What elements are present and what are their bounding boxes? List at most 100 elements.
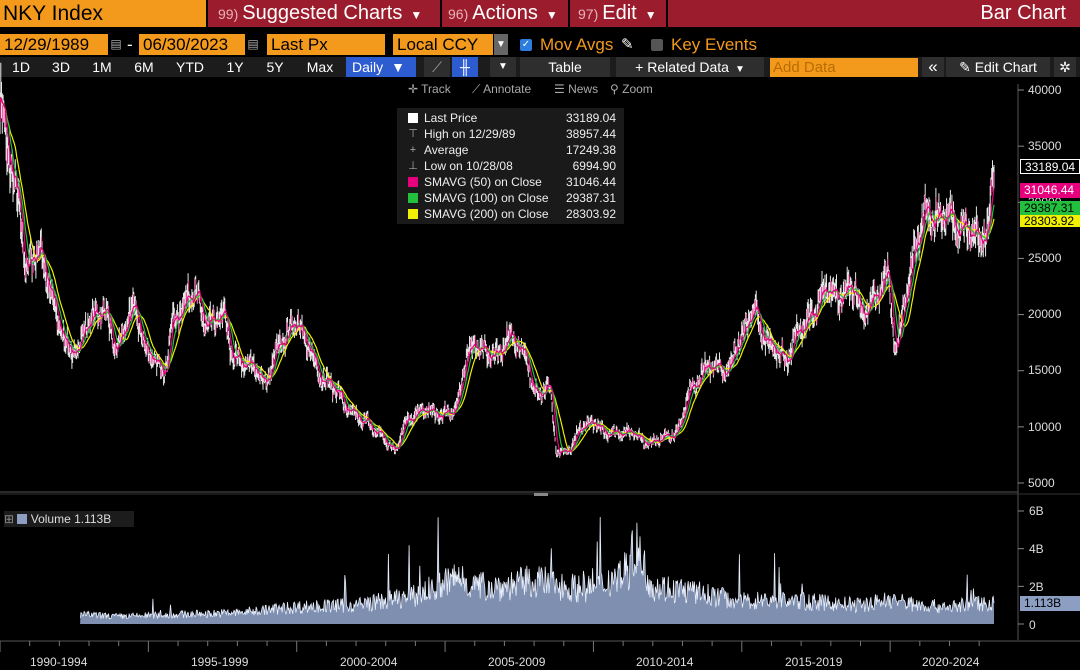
- actions-label: Actions: [472, 2, 538, 24]
- legend-swatch: [408, 209, 418, 219]
- crosshair-icon: ✛: [408, 82, 422, 96]
- chart-type-dropdown-icon[interactable]: ▼: [490, 57, 516, 77]
- start-date-field[interactable]: 12/29/1989: [0, 34, 108, 55]
- volume-tick: 6B: [1029, 504, 1044, 518]
- x-tick: 1995-1999: [191, 655, 249, 669]
- currency-selector[interactable]: Local CCY: [393, 34, 493, 55]
- legend-swatch: [408, 193, 418, 203]
- legend-value: 17249.38: [565, 143, 616, 157]
- legend-label: Last Price: [424, 111, 478, 125]
- period-3d[interactable]: 3D: [52, 59, 70, 75]
- magnifier-icon: ⚲: [610, 82, 623, 96]
- menu-bar: 99) Suggested Charts ▼ 96) Actions ▼ 97) Edit…: [208, 0, 1080, 27]
- add-data-input[interactable]: Add Data: [770, 58, 918, 77]
- key-events-label[interactable]: Key Events: [671, 35, 757, 54]
- date-separator: -: [127, 35, 133, 54]
- period-6m[interactable]: 6M: [134, 59, 154, 75]
- legend-value: 38957.44: [565, 127, 616, 141]
- suggested-charts-num: 99): [218, 6, 239, 22]
- title-bar: NKY Index 99) Suggested Charts ▼ 96) Action…: [0, 0, 1080, 28]
- y-tick: 40000: [1028, 83, 1062, 97]
- ticker-field[interactable]: NKY Index: [0, 0, 206, 27]
- pencil-icon: ✎: [959, 59, 975, 75]
- y-tick: 15000: [1028, 363, 1062, 377]
- zoom-tool[interactable]: ⚲ Zoom: [610, 81, 653, 98]
- sma100-tag: 29387.31: [1020, 201, 1080, 216]
- sma50-tag: 31046.44: [1020, 183, 1080, 198]
- legend-label: Low on 10/28/08: [424, 159, 513, 173]
- edit-chart-button[interactable]: ✎ Edit Chart: [946, 57, 1050, 77]
- edit-label: Edit: [602, 2, 637, 24]
- legend-value: 29387.31: [565, 191, 616, 205]
- divider: [440, 0, 442, 27]
- period-max[interactable]: Max: [306, 59, 334, 75]
- legend-sma50: SMAVG (50) on Close 31046.44: [397, 174, 624, 190]
- average-marker-icon: +: [409, 144, 417, 156]
- mov-avgs-checkbox[interactable]: ✓: [520, 39, 532, 51]
- chevron-down-icon: ▼: [391, 59, 405, 75]
- x-tick: 2005-2009: [488, 655, 546, 669]
- actions-menu[interactable]: 96) Actions ▼: [448, 0, 558, 27]
- pencil-icon[interactable]: ✎: [621, 36, 634, 53]
- x-tick: 2015-2019: [785, 655, 843, 669]
- key-events-checkbox[interactable]: [651, 39, 663, 51]
- chevron-down-icon: ▼: [734, 64, 745, 75]
- end-date-field[interactable]: 06/30/2023: [139, 34, 245, 55]
- sma200-tag: 28303.92: [1020, 215, 1080, 227]
- calendar-icon[interactable]: ▤: [110, 37, 122, 51]
- news-tool[interactable]: ☰ News: [554, 81, 598, 98]
- y-tick: 20000: [1028, 307, 1062, 321]
- volume-line: [79, 516, 995, 620]
- collapse-icon[interactable]: «: [922, 57, 944, 77]
- currency-dropdown-icon[interactable]: ▼: [494, 34, 508, 55]
- legend-value: 6994.90: [572, 159, 616, 173]
- legend-sma200: SMAVG (200) on Close 28303.92: [397, 206, 624, 222]
- volume-legend: ⊞ Volume 1.113B: [4, 511, 134, 527]
- track-tool[interactable]: ✛ Track: [408, 81, 451, 98]
- divider: [666, 0, 668, 27]
- expand-icon[interactable]: ⊞: [4, 512, 18, 526]
- legend-sma100: SMAVG (100) on Close 29387.31: [397, 190, 624, 206]
- line-chart-icon[interactable]: ⟋: [424, 57, 450, 77]
- line-icon: ⟋: [472, 82, 484, 96]
- edit-chart-label: Edit Chart: [974, 59, 1037, 75]
- volume-tick: 4B: [1029, 542, 1044, 556]
- chevron-down-icon: ▼: [410, 8, 423, 22]
- x-tick: 1990-1994: [30, 655, 88, 669]
- frequency-selector[interactable]: Daily ▼: [346, 57, 416, 77]
- sma200-line: [0, 96, 995, 453]
- frequency-label: Daily: [352, 59, 384, 75]
- field-selector[interactable]: Last Px: [267, 34, 385, 55]
- edit-menu[interactable]: 97) Edit ▼: [578, 0, 657, 27]
- related-data-label: Related Data: [647, 59, 729, 75]
- period-1y[interactable]: 1Y: [226, 59, 244, 75]
- actions-num: 96): [448, 6, 469, 22]
- news-label: News: [568, 82, 599, 96]
- period-1m[interactable]: 1M: [92, 59, 112, 75]
- last-price-tag: 33189.04: [1020, 159, 1080, 174]
- mov-avgs-label[interactable]: Mov Avgs: [540, 35, 614, 54]
- legend-label: High on 12/29/89: [424, 127, 516, 141]
- table-button[interactable]: Table: [520, 57, 610, 77]
- news-icon: ☰: [554, 82, 569, 96]
- period-5y[interactable]: 5Y: [266, 59, 284, 75]
- period-ytd[interactable]: YTD: [176, 59, 204, 75]
- high-marker-icon: ⊤: [408, 128, 418, 140]
- legend-value: 28303.92: [565, 207, 616, 221]
- period-1d[interactable]: 1D: [12, 59, 30, 75]
- low-marker-icon: ⊥: [408, 160, 418, 172]
- volume-tick: 2B: [1029, 580, 1044, 594]
- related-data-button[interactable]: + Related Data ▼: [616, 57, 764, 77]
- annotate-tool[interactable]: ⟋ Annotate: [472, 81, 531, 98]
- panel-resize-handle: [534, 493, 548, 496]
- suggested-charts-menu[interactable]: 99) Suggested Charts ▼: [218, 0, 422, 27]
- bar-chart-icon[interactable]: ╫: [452, 57, 478, 77]
- sma50-line: [0, 96, 995, 454]
- legend-value: 31046.44: [565, 175, 616, 189]
- calendar-icon[interactable]: ▤: [247, 37, 259, 51]
- x-tick: 2000-2004: [340, 655, 398, 669]
- gear-icon[interactable]: ✲: [1054, 57, 1076, 77]
- track-label: Track: [421, 82, 451, 96]
- edit-num: 97): [578, 6, 599, 22]
